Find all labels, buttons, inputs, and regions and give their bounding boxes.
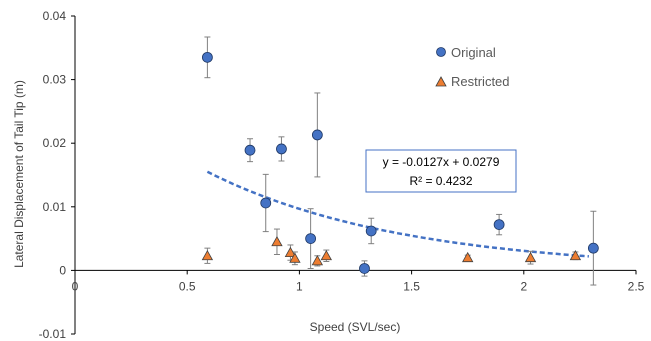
y-tick-label: 0 bbox=[59, 263, 66, 277]
point-original-0 bbox=[201, 51, 213, 63]
trendline-equation: y = -0.0127x + 0.0279 bbox=[383, 155, 500, 169]
legend-marker-restricted bbox=[435, 76, 447, 87]
point-original-7 bbox=[365, 225, 377, 237]
y-tick-label: -0.01 bbox=[39, 327, 67, 341]
point-original-6 bbox=[359, 263, 370, 274]
x-tick-label: 2 bbox=[520, 279, 527, 293]
point-original-4 bbox=[311, 129, 323, 141]
point-restricted-5 bbox=[320, 249, 333, 261]
y-axis bbox=[71, 15, 76, 335]
y-tick-labels: -0.01 0 0.01 0.02 0.03 0.04 bbox=[39, 9, 67, 341]
point-restricted-6 bbox=[462, 251, 474, 263]
equation-box: y = -0.0127x + 0.0279 R² = 0.4232 bbox=[365, 149, 517, 193]
point-original-2 bbox=[260, 197, 272, 209]
point-original-3 bbox=[276, 143, 287, 155]
y-tick-label: 0.01 bbox=[43, 200, 67, 214]
legend-label-original: Original bbox=[451, 45, 496, 60]
data-points bbox=[201, 51, 599, 274]
point-restricted-4 bbox=[311, 255, 324, 266]
trendline bbox=[206, 170, 589, 258]
y-tick-label: 0.03 bbox=[43, 73, 67, 87]
point-restricted-7 bbox=[524, 251, 537, 263]
x-axis bbox=[74, 269, 637, 275]
point-original-5 bbox=[305, 233, 317, 245]
point-restricted-2 bbox=[284, 246, 297, 257]
x-tick-label: 1.5 bbox=[403, 279, 420, 293]
x-tick-labels: 0 0.5 1 1.5 2 2.5 bbox=[72, 279, 645, 293]
trendline-r-squared: R² = 0.4232 bbox=[409, 174, 472, 188]
y-axis-label: Lateral Displacement of Tail Tip (m) bbox=[12, 80, 26, 268]
y-tick-label: 0.04 bbox=[43, 9, 67, 23]
legend: Original Restricted bbox=[435, 45, 510, 89]
point-restricted-3 bbox=[289, 252, 301, 263]
x-tick-label: 0.5 bbox=[179, 279, 196, 293]
x-axis-label: Speed (SVL/sec) bbox=[310, 320, 401, 334]
legend-label-restricted: Restricted bbox=[451, 74, 510, 89]
x-tick-label: 2.5 bbox=[628, 279, 645, 293]
point-restricted-0 bbox=[201, 249, 214, 261]
point-restricted-8 bbox=[569, 249, 582, 261]
legend-marker-original bbox=[436, 47, 446, 57]
point-original-1 bbox=[244, 144, 256, 156]
x-tick-label: 1 bbox=[296, 279, 303, 293]
point-original-8 bbox=[493, 219, 505, 231]
point-restricted-1 bbox=[271, 235, 283, 247]
point-original-9 bbox=[587, 242, 599, 254]
x-tick-label: 0 bbox=[72, 279, 79, 293]
y-tick-label: 0.02 bbox=[43, 136, 67, 150]
